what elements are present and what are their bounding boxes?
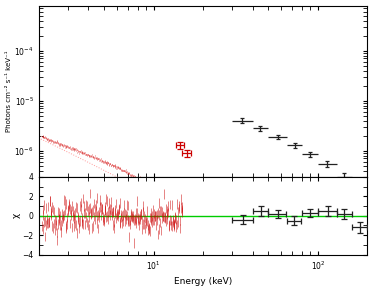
Y-axis label: χ: χ — [12, 213, 21, 218]
X-axis label: Energy (keV): Energy (keV) — [174, 277, 232, 286]
Y-axis label: Photons cm⁻² s⁻¹ keV⁻¹: Photons cm⁻² s⁻¹ keV⁻¹ — [6, 51, 12, 132]
